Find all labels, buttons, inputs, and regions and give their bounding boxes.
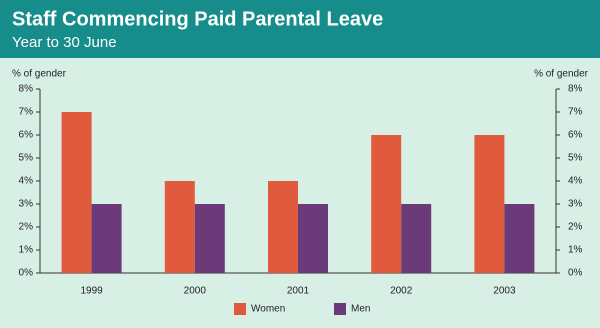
- bar: [401, 204, 432, 273]
- bar: [91, 204, 122, 273]
- bar: [298, 204, 328, 273]
- y-tick-label: 2%: [19, 222, 34, 233]
- chart-title: Staff Commencing Paid Parental Leave: [12, 8, 383, 30]
- y2-tick-label: 6%: [568, 130, 583, 141]
- y2-tick-label: 4%: [568, 176, 583, 187]
- x-tick-label: 2000: [184, 286, 207, 297]
- y-tick-label: 1%: [19, 245, 34, 256]
- bar: [61, 112, 92, 273]
- bar: [371, 135, 402, 273]
- y-tick-label: 5%: [19, 153, 34, 164]
- bar: [194, 204, 225, 273]
- bar: [474, 135, 505, 273]
- chart-subtitle: Year to 30 June: [12, 34, 117, 51]
- legend-swatch: [234, 303, 246, 315]
- header: [0, 0, 600, 58]
- y-tick-label: 3%: [19, 199, 34, 210]
- bar: [504, 204, 535, 273]
- y-tick-label: 4%: [19, 176, 34, 187]
- legend-label: Women: [251, 304, 285, 315]
- bar: [164, 181, 195, 273]
- y2-tick-label: 0%: [568, 268, 583, 279]
- y-tick-label: 6%: [19, 130, 34, 141]
- y2-tick-label: 8%: [568, 84, 583, 95]
- legend-label: Men: [351, 304, 370, 315]
- y2-tick-label: 7%: [568, 107, 583, 118]
- legend-swatch: [334, 303, 346, 315]
- y-tick-label: 8%: [19, 84, 34, 95]
- x-tick-label: 1999: [80, 286, 103, 297]
- x-tick-label: 2002: [390, 286, 413, 297]
- y2-tick-label: 1%: [568, 245, 583, 256]
- y-tick-label: 0%: [19, 268, 34, 279]
- y-axis-label: % of gender: [12, 69, 67, 80]
- y2-axis-label: % of gender: [534, 69, 589, 80]
- y-tick-label: 7%: [19, 107, 34, 118]
- x-tick-label: 2001: [287, 286, 310, 297]
- y2-tick-label: 5%: [568, 153, 583, 164]
- y2-tick-label: 3%: [568, 199, 583, 210]
- y2-tick-label: 2%: [568, 222, 583, 233]
- bar: [268, 181, 298, 273]
- x-tick-label: 2003: [493, 286, 516, 297]
